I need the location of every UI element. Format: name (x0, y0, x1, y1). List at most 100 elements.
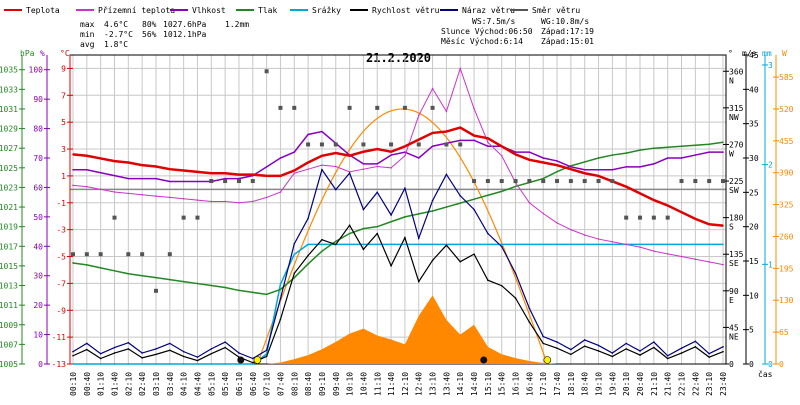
tlak-point (487, 194, 489, 197)
smer-vetru-point (402, 105, 407, 110)
naraz-vetru-point (390, 214, 392, 216)
smer-vetru-point (264, 69, 269, 74)
srazky-point (72, 363, 74, 365)
x-tick-label: 22:40 (691, 372, 700, 396)
rychlost-vetru-point (293, 272, 296, 275)
stat-max-press: 1027.6hPa (163, 20, 207, 29)
prizemni-teplota-point (597, 238, 600, 240)
teplota-point (404, 145, 406, 148)
stat-max-label: max (80, 20, 95, 29)
vlhkost-point (279, 157, 282, 159)
vlhkost-point (597, 168, 600, 171)
vlhkost-point (556, 160, 558, 162)
smer-vetru-point (84, 252, 89, 257)
srazky-point (722, 243, 724, 246)
prizemni-teplota-point (722, 263, 724, 266)
prizemni-teplota-point (86, 185, 88, 188)
tick-label: 1009 (0, 321, 18, 330)
x-tick-label: 16:40 (525, 372, 534, 396)
prizemni-teplota-point (238, 201, 240, 204)
x-tick-label: 09:40 (332, 372, 341, 396)
tick-label: 270 (729, 140, 744, 149)
srazky-point (238, 363, 240, 365)
legend-item-teplota: Teplota (4, 6, 60, 15)
rychlost-vetru-point (666, 357, 669, 360)
tick-label: 9 (61, 64, 66, 73)
naraz-vetru-point (238, 352, 240, 354)
rychlost-vetru-point (625, 348, 627, 350)
naraz-vetru-point (279, 297, 282, 300)
vlhkost-point (459, 139, 462, 142)
srazky-point (293, 253, 296, 256)
smer-vetru-point (98, 252, 103, 257)
tlak-point (583, 161, 586, 163)
teplota-point (86, 154, 88, 157)
tlak-point (514, 185, 517, 188)
rychlost-vetru-point (86, 348, 88, 351)
x-tick-label: 04:40 (193, 372, 202, 396)
legend-item-tlak: Tlak (236, 6, 277, 15)
naraz-vetru-point (113, 346, 116, 349)
tlak-point (265, 293, 268, 296)
srazky-point (542, 243, 545, 246)
smer-vetru-series (71, 69, 725, 293)
smer-vetru-point (250, 179, 255, 184)
legend-item-naraz-vetru: Náraz větru (440, 6, 515, 15)
naraz-vetru-point (639, 350, 641, 352)
vlhkost-point (473, 139, 475, 142)
vlhkost-point (113, 174, 116, 177)
vlhkost-point (196, 180, 199, 183)
tlak-point (404, 216, 406, 218)
stat-min-temp: -2.7°C (104, 30, 133, 39)
rychlost-vetru-point (141, 357, 143, 359)
srazky-point (307, 243, 309, 246)
tick-label: 1025 (0, 164, 18, 173)
tlak-point (556, 170, 558, 173)
tlak-point (653, 147, 655, 149)
srazky-point (487, 243, 489, 246)
stat-min-label: min (80, 30, 95, 39)
direction-name: S (729, 223, 734, 232)
teplota-point (597, 175, 600, 177)
x-tick-label: 17:10 (539, 372, 548, 396)
vlhkost-point (265, 166, 268, 168)
teplota-point (390, 150, 392, 153)
smer-vetru-point (485, 179, 490, 184)
direction-name: W (729, 149, 734, 158)
tlak-point (597, 157, 600, 159)
prizemni-teplota-point (570, 228, 572, 231)
naraz-vetru-point (473, 208, 475, 211)
tick-label: 225 (729, 177, 744, 186)
tlak-point (196, 282, 199, 285)
tlak-point (127, 272, 130, 275)
srazky-point (210, 363, 213, 365)
tlak-point (321, 250, 323, 252)
teplota-point (99, 157, 102, 160)
rychlost-vetru-point (500, 284, 503, 287)
teplota-point (445, 130, 448, 133)
teplota-point (113, 160, 116, 162)
smer-vetru-point (582, 179, 587, 184)
prizemni-teplota-point (362, 168, 365, 170)
naraz-vetru-series (72, 168, 724, 360)
smer-vetru-point (416, 142, 421, 147)
tick-label: -7 (56, 279, 66, 288)
naraz-vetru-point (210, 348, 213, 350)
tlak-point (86, 264, 88, 266)
legend-item-vlhkost: Vlhkost (170, 6, 226, 15)
teplota-point (528, 158, 531, 161)
smer-vetru-point (568, 179, 573, 184)
tick-label: 35 (749, 120, 759, 129)
naraz-vetru-point (583, 339, 586, 341)
prizemni-teplota-point (196, 199, 199, 201)
legend-item-smer-vetru: Směr větru (510, 6, 580, 15)
srazky-point (570, 243, 572, 246)
tlak-point (417, 213, 420, 215)
tick-label: 40 (749, 85, 759, 94)
tlak-point (445, 206, 448, 208)
tlak-point (500, 190, 503, 193)
vlhkost-point (86, 168, 88, 171)
srazky-point (528, 243, 531, 246)
tick-label: 20 (749, 223, 759, 232)
prizemni-teplota-line (72, 66, 724, 266)
